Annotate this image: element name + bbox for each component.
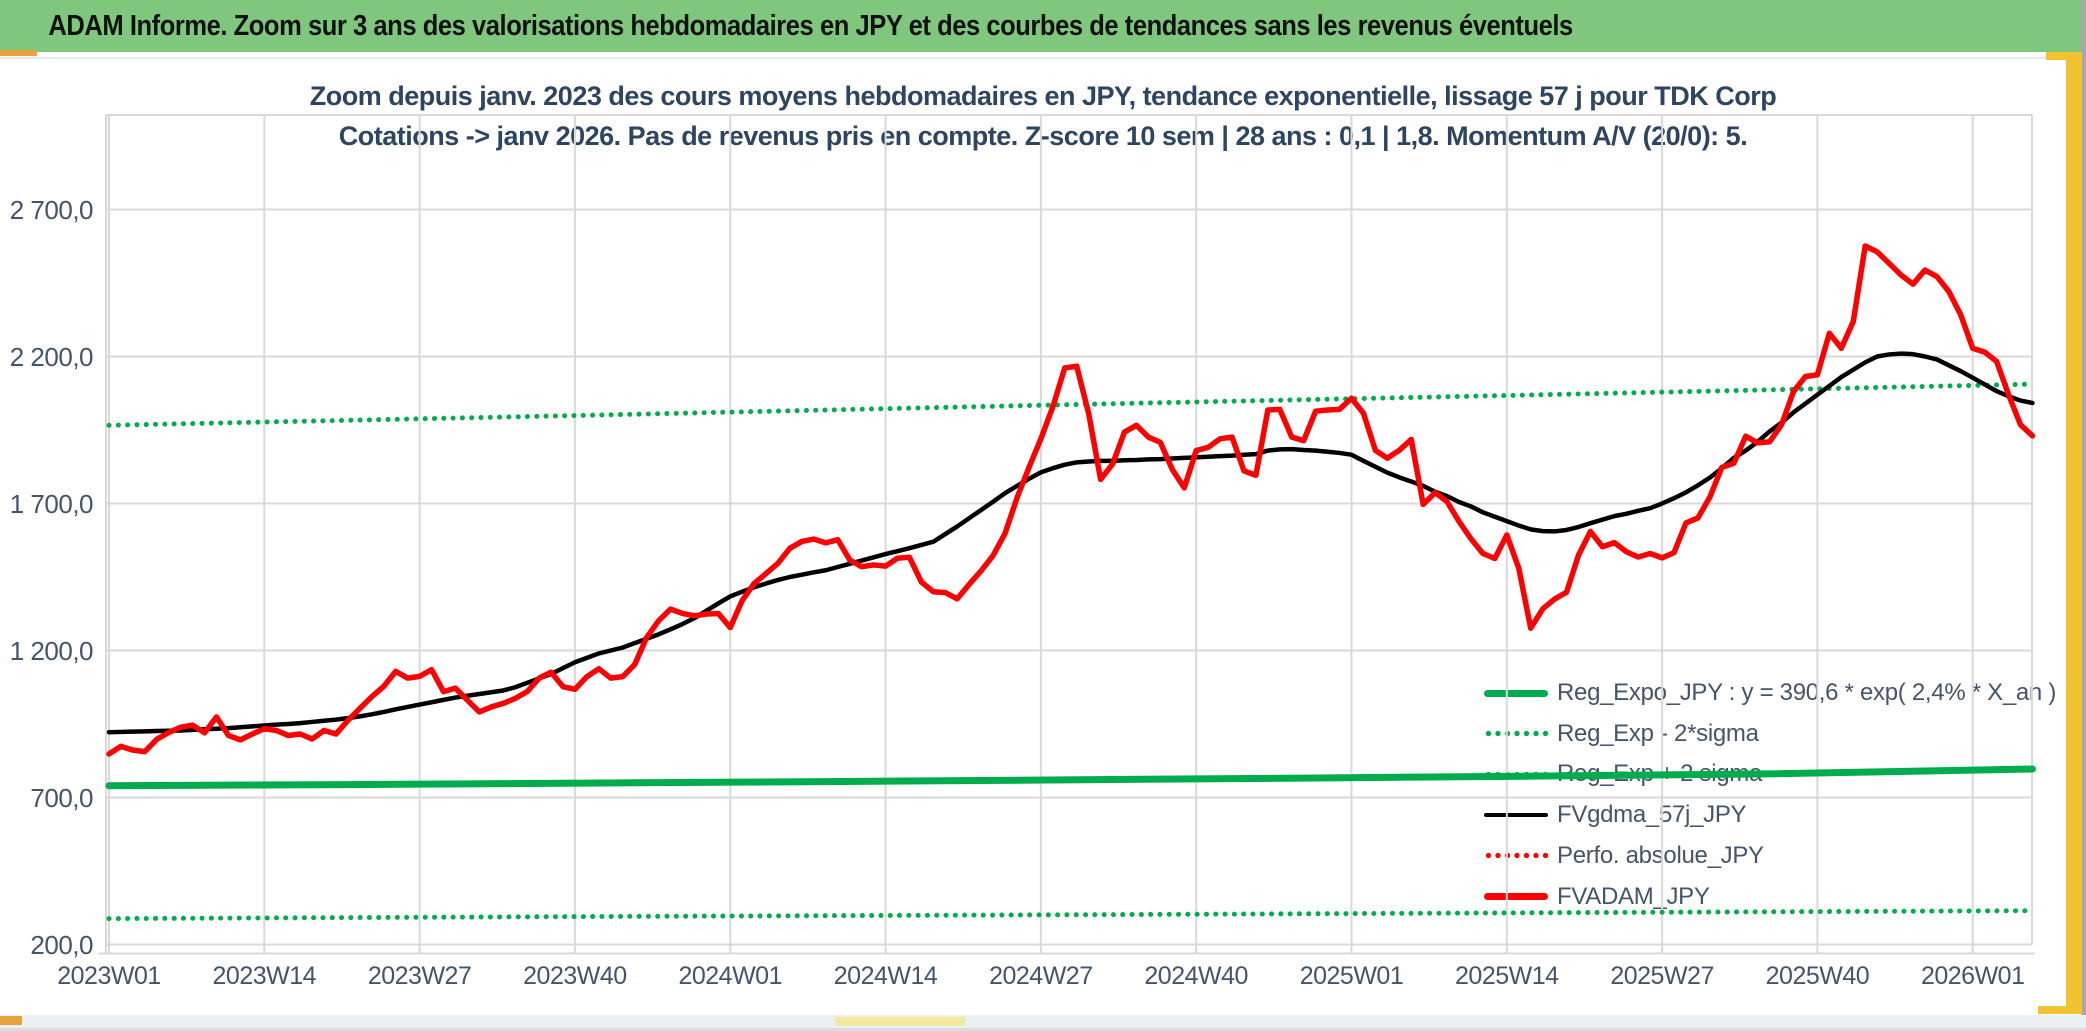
x-axis-label: 2023W01 [57,962,161,990]
legend-swatch-Reg_Exp_plus_2sigma [1484,770,1548,778]
legend-swatch-Reg_Exp_minus_2sigma [1484,730,1548,738]
legend-label: Perfo. absolue_JPY [1557,841,1764,869]
x-axis-label: 2025W27 [1610,962,1714,990]
x-axis-label: 2023W27 [367,962,472,990]
legend-item-Reg_Exp_minus_2sigma[interactable]: Reg_Exp - 2*sigma [1484,714,1759,754]
y-axis-label: 1 200,0 [9,635,94,666]
legend-item-FVADAM_JPY[interactable]: FVADAM_JPY [1484,877,1710,917]
x-axis-label: 2023W14 [212,962,317,990]
legend-item-Reg_Exp_plus_2sigma[interactable]: Reg_Exp + 2 sigma [1484,754,1762,794]
y-axis-label: 700,0 [30,782,93,813]
legend-swatch-Perfo_absolue_JPY [1484,852,1548,860]
y-axis-label: 2 700,0 [9,194,94,225]
legend-label: Reg_Expo_JPY : y = 390,6 * exp( 2,4% * X… [1557,679,2057,706]
chart-title-line1: Zoom depuis janv. 2023 des cours moyens … [309,81,1777,111]
x-axis-label: 2024W27 [989,962,1093,990]
x-axis-label: 2025W14 [1455,962,1559,990]
legend-label: Reg_Exp - 2*sigma [1557,719,1759,747]
y-axis-label: 200,0 [30,929,93,960]
x-axis-label: 2025W01 [1299,962,1404,990]
y-axis-label: 2 200,0 [9,341,94,372]
window-right-edge [2081,0,2086,1031]
right-yellow-border-bottom-corner [2038,1006,2082,1014]
footer-orange-chip [0,1016,22,1025]
header-underline [0,57,2086,59]
legend-swatch-FVADAM_JPY [1484,893,1548,900]
x-axis-label: 2024W14 [833,962,938,990]
footer-yellow-chip [835,1017,965,1026]
series-Reg_Exp_plus_2sigma [106,381,2035,428]
footer-band [0,1015,2086,1031]
legend-label: FVADAM_JPY [1557,882,1710,910]
legend-swatch-Reg_Expo_JPY [1484,689,1548,697]
x-axis-label: 2024W01 [678,962,782,990]
series-Reg_Exp_minus_2sigma [106,908,2035,922]
x-axis-label: 2024W40 [1144,962,1248,990]
chart-title-line2: Cotations -> janv 2026. Pas de revenus p… [338,121,1748,151]
y-axis-label: 1 700,0 [9,488,94,519]
x-axis-label: 2023W40 [523,962,627,990]
header-bar: ADAM Informe. Zoom sur 3 ans des valoris… [0,0,2086,52]
header-left-accent-chip [0,50,37,56]
x-axis-label: 2025W40 [1765,962,1870,990]
legend-label: Reg_Exp + 2 sigma [1557,760,1763,788]
right-yellow-border-top-corner [2046,52,2082,60]
header-title: ADAM Informe. Zoom sur 3 ans des valoris… [48,9,1573,42]
legend-item-FVgdma_57j_JPY[interactable]: FVgdma_57j_JPY [1484,795,1747,835]
legend-swatch-FVgdma_57j_JPY [1484,813,1548,818]
legend-label: FVgdma_57j_JPY [1557,801,1747,829]
x-axis-label: 2026W01 [1920,962,2025,990]
legend-item-Reg_Expo_JPY[interactable]: Reg_Expo_JPY : y = 390,6 * exp( 2,4% * X… [1484,673,2056,713]
right-yellow-border[interactable] [2066,52,2082,1014]
footer-bottom-line [0,1028,2086,1031]
legend-item-Perfo_absolue_JPY[interactable]: Perfo. absolue_JPY [1484,836,1764,876]
chart-title: Zoom depuis janv. 2023 des cours moyens … [0,76,2086,156]
